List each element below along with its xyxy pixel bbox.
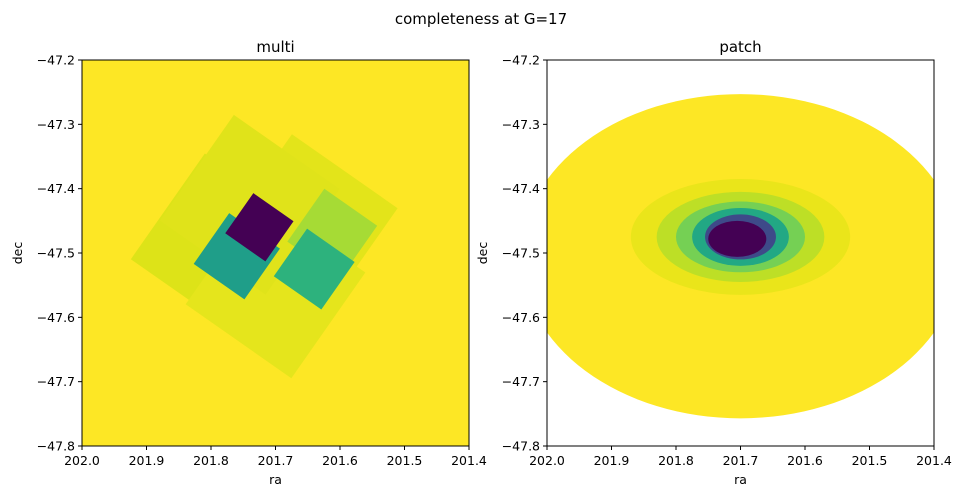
y-tick-label: −47.7 [37,374,75,389]
y-tick-label: −47.2 [37,53,75,68]
x-tick-label: 202.0 [64,453,100,468]
completeness-region-5 [708,220,767,257]
axes-title: multi [256,38,294,56]
y-tick-label: −47.3 [502,117,540,132]
heatmap-area [547,94,934,419]
y-tick-label: −47.2 [502,53,540,68]
x-axis-label: ra [734,472,747,487]
x-tick-label: 201.5 [852,453,888,468]
y-tick-label: −47.3 [37,117,75,132]
x-tick-label: 201.4 [916,453,952,468]
x-tick-label: 201.7 [258,453,294,468]
heatmap-area [82,60,469,446]
x-tick-label: 201.8 [193,453,229,468]
figure-suptitle: completeness at G=17 [395,10,567,28]
y-tick-label: −47.6 [37,310,75,325]
x-tick-label: 201.6 [787,453,823,468]
y-tick-label: −47.6 [502,310,540,325]
y-tick-label: −47.5 [37,246,75,261]
completeness-region-6 [273,228,355,310]
y-tick-label: −47.7 [502,374,540,389]
y-tick-label: −47.4 [502,181,540,196]
y-tick-label: −47.4 [37,181,75,196]
axes-title: patch [719,38,761,56]
y-tick-label: −47.8 [502,439,540,454]
panel-patch: 202.0 201.9 201.8 201.7 201.6 201.5 201.4 −47.2… [475,38,952,487]
x-tick-label: 201.8 [658,453,694,468]
x-tick-label: 201.4 [451,453,487,468]
x-axis-label: ra [269,472,282,487]
panel-multi: 202.0 201.9 201.8 201.7 201.6 201.5 201.4 −47.2… [10,38,487,487]
x-tick-label: 201.9 [594,453,630,468]
x-tick-label: 202.0 [529,453,565,468]
x-tick-label: 201.5 [387,453,423,468]
completeness-region-7 [225,193,294,262]
y-axis-label: dec [475,242,490,265]
x-tick-label: 201.6 [322,453,358,468]
y-tick-label: −47.8 [37,439,75,454]
y-axis-label: dec [10,242,25,265]
y-tick-label: −47.5 [502,246,540,261]
x-tick-label: 201.9 [129,453,165,468]
x-tick-label: 201.7 [723,453,759,468]
